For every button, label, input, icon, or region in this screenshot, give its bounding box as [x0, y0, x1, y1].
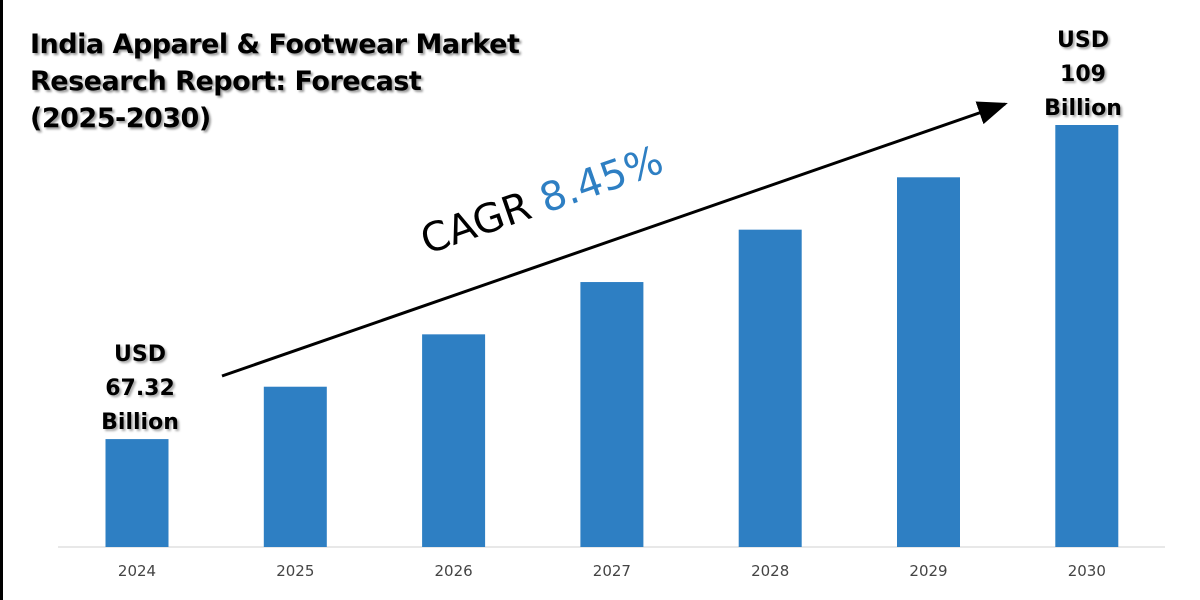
- label-line: Billion: [101, 410, 179, 435]
- chart-title: India Apparel & Footwear Market Research…: [30, 26, 520, 137]
- x-tick-label: 2029: [909, 562, 947, 580]
- bar-2028: [738, 229, 802, 547]
- x-tick-label: 2024: [118, 562, 156, 580]
- bar-2027: [580, 282, 644, 547]
- end-value-label: USD 109 Billion: [1028, 24, 1138, 126]
- label-line: 67.32: [105, 376, 175, 401]
- bar-2025: [263, 386, 327, 547]
- label-line: USD: [114, 342, 166, 367]
- start-value-label: USD 67.32 Billion: [85, 338, 195, 440]
- x-tick-label: 2026: [435, 562, 473, 580]
- x-tick-label: 2027: [593, 562, 631, 580]
- label-line: USD: [1057, 28, 1109, 53]
- label-line: Billion: [1044, 96, 1122, 121]
- left-border: [0, 0, 3, 600]
- bar-2026: [422, 334, 486, 547]
- x-tick-label: 2025: [276, 562, 314, 580]
- bar-2024: [105, 439, 169, 547]
- trend-arrow: [221, 101, 1008, 378]
- label-line: 109: [1060, 62, 1106, 87]
- bar-2029: [897, 177, 960, 547]
- title-line: Research Report: Forecast: [30, 66, 422, 97]
- x-tick-label: 2030: [1068, 562, 1106, 580]
- x-tick-label: 2028: [751, 562, 789, 580]
- title-line: India Apparel & Footwear Market: [30, 29, 520, 60]
- title-line: (2025-2030): [30, 103, 211, 134]
- bar-2030: [1055, 125, 1119, 547]
